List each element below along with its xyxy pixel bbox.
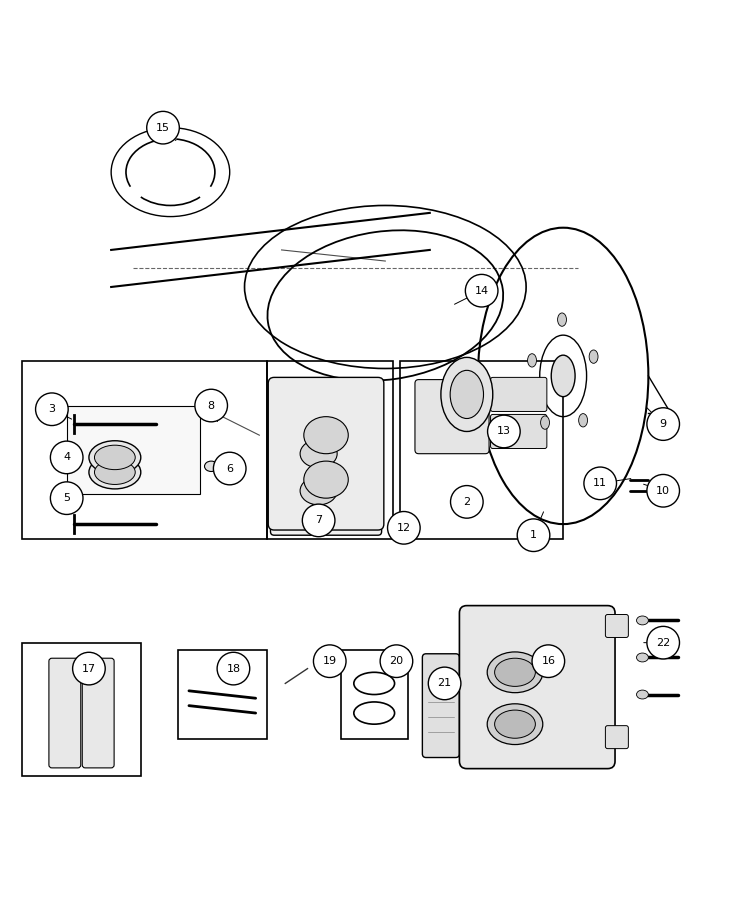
- Ellipse shape: [637, 616, 648, 625]
- Text: 21: 21: [437, 679, 452, 688]
- Ellipse shape: [95, 446, 136, 470]
- FancyBboxPatch shape: [49, 658, 81, 768]
- Circle shape: [302, 504, 335, 536]
- Text: 12: 12: [396, 523, 411, 533]
- FancyBboxPatch shape: [491, 414, 547, 448]
- Circle shape: [213, 452, 246, 485]
- Circle shape: [50, 441, 83, 473]
- Text: 2: 2: [463, 497, 471, 507]
- FancyBboxPatch shape: [415, 380, 489, 454]
- Text: 14: 14: [474, 285, 489, 296]
- Text: 5: 5: [63, 493, 70, 503]
- Ellipse shape: [488, 652, 542, 693]
- Ellipse shape: [579, 414, 588, 427]
- Ellipse shape: [637, 690, 648, 699]
- Text: 3: 3: [48, 404, 56, 414]
- Text: 10: 10: [657, 486, 670, 496]
- Circle shape: [147, 112, 179, 144]
- Ellipse shape: [637, 653, 648, 662]
- FancyBboxPatch shape: [605, 725, 628, 749]
- Text: 7: 7: [315, 516, 322, 526]
- Ellipse shape: [300, 439, 337, 468]
- Ellipse shape: [95, 460, 136, 484]
- FancyBboxPatch shape: [67, 406, 200, 494]
- Text: 18: 18: [226, 663, 241, 673]
- Circle shape: [313, 645, 346, 678]
- Text: 22: 22: [656, 638, 671, 648]
- Circle shape: [647, 474, 679, 507]
- Circle shape: [584, 467, 617, 500]
- Circle shape: [217, 652, 250, 685]
- Circle shape: [647, 408, 679, 440]
- Ellipse shape: [441, 357, 493, 431]
- Circle shape: [517, 519, 550, 552]
- Circle shape: [451, 486, 483, 518]
- Ellipse shape: [304, 461, 348, 499]
- Text: 4: 4: [63, 453, 70, 463]
- Text: 19: 19: [322, 656, 337, 666]
- Circle shape: [36, 393, 68, 426]
- Text: 9: 9: [659, 419, 667, 429]
- Text: 6: 6: [226, 464, 233, 473]
- Circle shape: [488, 415, 520, 448]
- Ellipse shape: [495, 710, 535, 738]
- Text: 11: 11: [594, 478, 607, 489]
- Ellipse shape: [495, 658, 535, 687]
- Bar: [178, 650, 267, 739]
- Circle shape: [380, 645, 413, 678]
- FancyBboxPatch shape: [605, 615, 628, 637]
- FancyBboxPatch shape: [459, 606, 615, 769]
- Text: 17: 17: [82, 663, 96, 673]
- Text: 20: 20: [389, 656, 404, 666]
- FancyBboxPatch shape: [82, 658, 114, 768]
- Bar: [22, 643, 141, 776]
- Ellipse shape: [205, 461, 218, 472]
- Ellipse shape: [528, 354, 536, 367]
- Text: 16: 16: [542, 656, 555, 666]
- Text: 8: 8: [207, 400, 215, 410]
- Ellipse shape: [541, 416, 550, 429]
- Ellipse shape: [557, 313, 566, 327]
- Ellipse shape: [450, 370, 483, 418]
- Text: 15: 15: [156, 122, 170, 132]
- Ellipse shape: [89, 441, 141, 474]
- FancyBboxPatch shape: [270, 424, 382, 536]
- Ellipse shape: [589, 350, 598, 364]
- FancyBboxPatch shape: [422, 653, 459, 758]
- Circle shape: [428, 667, 461, 699]
- Circle shape: [195, 389, 227, 422]
- Circle shape: [388, 511, 420, 544]
- Circle shape: [647, 626, 679, 659]
- Circle shape: [73, 652, 105, 685]
- Circle shape: [532, 645, 565, 678]
- Circle shape: [465, 274, 498, 307]
- Ellipse shape: [300, 477, 337, 505]
- Text: 1: 1: [530, 530, 537, 540]
- Text: 13: 13: [497, 427, 511, 436]
- FancyBboxPatch shape: [491, 377, 547, 411]
- Ellipse shape: [488, 704, 542, 744]
- Bar: [341, 650, 408, 739]
- Ellipse shape: [89, 455, 141, 489]
- Ellipse shape: [304, 417, 348, 454]
- Ellipse shape: [551, 356, 575, 397]
- Circle shape: [50, 482, 83, 515]
- FancyBboxPatch shape: [268, 377, 384, 530]
